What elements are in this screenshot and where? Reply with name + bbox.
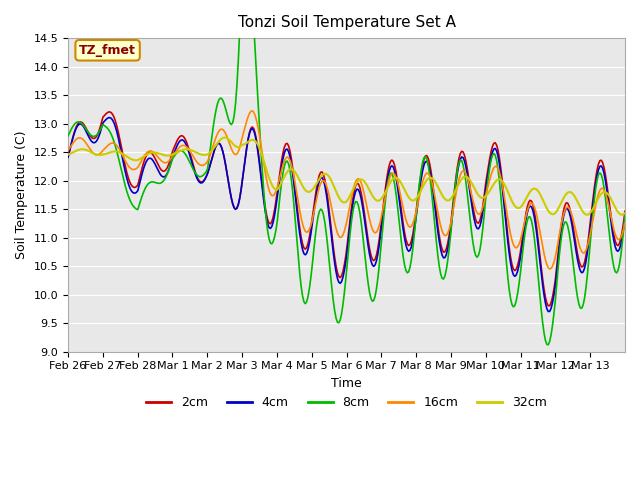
Y-axis label: Soil Temperature (C): Soil Temperature (C) xyxy=(15,131,28,259)
Text: TZ_fmet: TZ_fmet xyxy=(79,44,136,57)
X-axis label: Time: Time xyxy=(331,377,362,390)
Legend: 2cm, 4cm, 8cm, 16cm, 32cm: 2cm, 4cm, 8cm, 16cm, 32cm xyxy=(141,391,552,414)
Title: Tonzi Soil Temperature Set A: Tonzi Soil Temperature Set A xyxy=(237,15,456,30)
